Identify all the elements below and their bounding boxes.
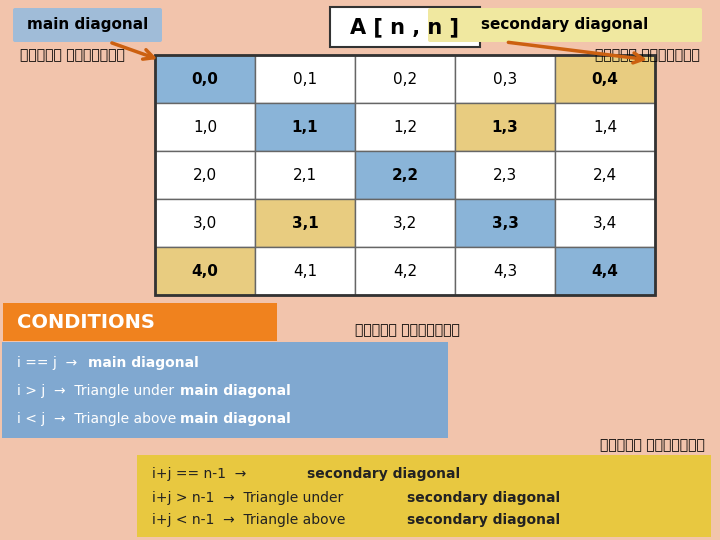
Text: CONDITIONS: CONDITIONS	[17, 313, 155, 332]
Bar	[555, 103, 655, 151]
Text: main diagonal: main diagonal	[89, 356, 199, 370]
Bar	[555, 55, 655, 103]
Text: القطر الثانوي: القطر الثانوي	[600, 438, 705, 452]
Text: A [ n , n ]: A [ n , n ]	[351, 17, 459, 37]
Text: 0,2: 0,2	[393, 71, 417, 86]
Text: main diagonal: main diagonal	[179, 384, 290, 398]
Bar	[555, 199, 655, 247]
Text: 3,0: 3,0	[193, 215, 217, 231]
Text: 3,4: 3,4	[593, 215, 617, 231]
Text: 1,0: 1,0	[193, 119, 217, 134]
Text: 4,2: 4,2	[393, 264, 417, 279]
Bar	[155, 151, 255, 199]
Text: secondary diagonal: secondary diagonal	[407, 491, 560, 505]
Bar	[255, 103, 355, 151]
Text: 0,3: 0,3	[493, 71, 517, 86]
Bar	[455, 247, 555, 295]
Bar	[255, 247, 355, 295]
Text: 0,0: 0,0	[192, 71, 218, 86]
Text: 3,2: 3,2	[393, 215, 417, 231]
Bar	[555, 151, 655, 199]
Bar	[555, 247, 655, 295]
Text: secondary diagonal: secondary diagonal	[482, 17, 649, 32]
FancyBboxPatch shape	[428, 8, 702, 42]
FancyBboxPatch shape	[2, 342, 448, 438]
Text: secondary diagonal: secondary diagonal	[407, 513, 560, 527]
Text: 2,0: 2,0	[193, 167, 217, 183]
Text: i+j < n-1  →  Triangle above: i+j < n-1 → Triangle above	[152, 513, 350, 527]
Text: main diagonal: main diagonal	[179, 412, 290, 426]
Bar	[455, 199, 555, 247]
Bar	[355, 247, 455, 295]
Bar	[455, 55, 555, 103]
Text: 1,2: 1,2	[393, 119, 417, 134]
Text: i == j  →: i == j →	[17, 356, 86, 370]
Bar	[155, 199, 255, 247]
Text: i < j  →  Triangle above: i < j → Triangle above	[17, 412, 181, 426]
Text: 2,1: 2,1	[293, 167, 317, 183]
Text: 4,1: 4,1	[293, 264, 317, 279]
Text: 2,2: 2,2	[392, 167, 418, 183]
Text: 0,1: 0,1	[293, 71, 317, 86]
Bar	[355, 103, 455, 151]
Text: i+j == n-1  →: i+j == n-1 →	[152, 467, 251, 481]
Text: main diagonal: main diagonal	[27, 17, 148, 32]
Text: i+j > n-1  →  Triangle under: i+j > n-1 → Triangle under	[152, 491, 348, 505]
Text: 2,4: 2,4	[593, 167, 617, 183]
FancyBboxPatch shape	[137, 455, 711, 537]
Text: 4,0: 4,0	[192, 264, 218, 279]
Bar	[155, 103, 255, 151]
Text: القطر الرئيسي: القطر الرئيسي	[20, 48, 125, 62]
Bar	[255, 151, 355, 199]
Text: i > j  →  Triangle under: i > j → Triangle under	[17, 384, 179, 398]
Text: 3,3: 3,3	[492, 215, 518, 231]
FancyBboxPatch shape	[13, 8, 162, 42]
FancyBboxPatch shape	[330, 7, 480, 47]
Bar	[455, 151, 555, 199]
Bar	[155, 247, 255, 295]
Text: secondary diagonal: secondary diagonal	[307, 467, 460, 481]
Bar	[255, 199, 355, 247]
Bar	[155, 55, 255, 103]
Bar	[355, 55, 455, 103]
FancyBboxPatch shape	[3, 303, 277, 341]
Bar	[155, 55, 655, 295]
Text: القطر الرئيسي: القطر الرئيسي	[355, 323, 460, 337]
Text: 4,3: 4,3	[493, 264, 517, 279]
Text: 2,3: 2,3	[493, 167, 517, 183]
Bar	[255, 55, 355, 103]
Text: 3,1: 3,1	[292, 215, 318, 231]
Text: 4,4: 4,4	[592, 264, 618, 279]
Text: 1,4: 1,4	[593, 119, 617, 134]
Text: القطر الثانوي: القطر الثانوي	[595, 48, 700, 62]
Bar	[355, 199, 455, 247]
Text: 0,4: 0,4	[592, 71, 618, 86]
Bar	[455, 103, 555, 151]
Bar	[355, 151, 455, 199]
Text: 1,1: 1,1	[292, 119, 318, 134]
Text: 1,3: 1,3	[492, 119, 518, 134]
